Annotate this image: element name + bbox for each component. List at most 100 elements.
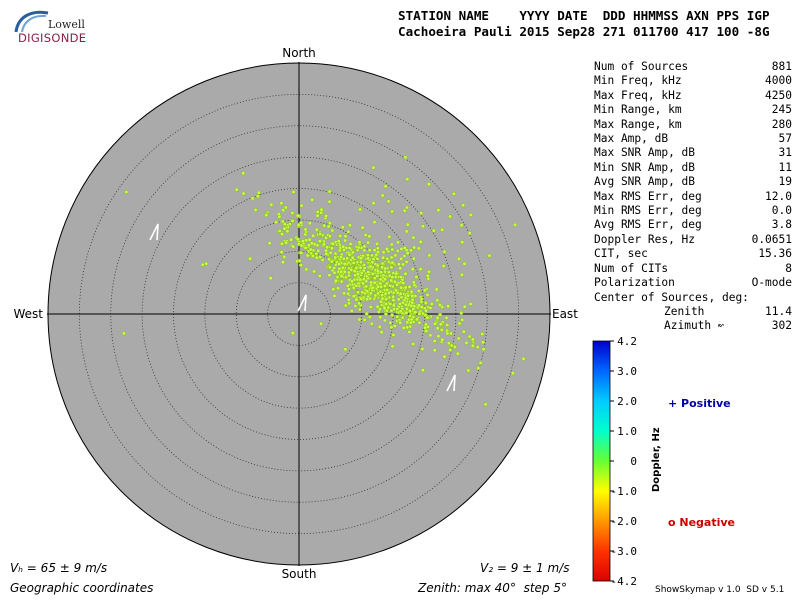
source-point	[319, 207, 324, 212]
source-point	[468, 301, 473, 306]
source-point	[375, 241, 380, 246]
logo-swoosh-icon	[14, 10, 49, 33]
source-point	[408, 324, 413, 329]
source-point	[427, 253, 432, 258]
source-point	[412, 245, 417, 250]
stat-value: 3.8	[771, 218, 792, 232]
source-point	[376, 284, 381, 289]
source-point	[385, 287, 390, 292]
source-point	[341, 244, 346, 249]
source-point	[366, 256, 371, 261]
source-point	[350, 250, 355, 255]
source-point	[282, 222, 287, 227]
source-point	[389, 278, 394, 283]
source-point	[425, 273, 430, 278]
source-point	[437, 302, 442, 307]
colorbar-tick-label: 3.0	[617, 365, 637, 378]
source-point	[314, 255, 319, 260]
source-point	[284, 240, 289, 245]
source-point	[398, 309, 403, 314]
source-point	[411, 235, 416, 240]
source-point	[380, 293, 385, 298]
source-point	[364, 311, 369, 316]
source-point	[370, 271, 375, 276]
source-point	[356, 272, 361, 277]
source-point	[329, 259, 334, 264]
source-point	[342, 269, 347, 274]
source-point	[309, 241, 314, 246]
station-header: STATION NAME YYYY DATE DDD HHMMSS AXN PP…	[398, 8, 770, 40]
source-point	[448, 214, 453, 219]
source-point	[411, 280, 416, 285]
stat-row: Min SNR Amp, dB 11	[594, 161, 792, 175]
source-point	[419, 211, 424, 216]
source-point	[423, 325, 428, 330]
source-point	[346, 270, 351, 275]
stat-row: Max RMS Err, deg 12.0	[594, 190, 792, 204]
source-point	[424, 328, 429, 333]
source-point	[299, 220, 304, 225]
source-point	[422, 288, 427, 293]
source-point	[392, 323, 397, 328]
source-point	[432, 321, 437, 326]
source-point	[435, 326, 440, 331]
source-point	[353, 303, 358, 308]
source-point	[436, 208, 441, 213]
source-point	[446, 341, 451, 346]
source-point	[426, 182, 431, 187]
source-point	[521, 356, 526, 361]
source-point	[372, 220, 377, 225]
source-point	[365, 289, 370, 294]
source-point	[350, 279, 355, 284]
source-point	[481, 347, 486, 352]
source-point	[357, 317, 362, 322]
source-point	[423, 300, 428, 305]
source-point	[315, 209, 320, 214]
source-point	[416, 288, 421, 293]
source-point	[367, 234, 372, 239]
source-point	[417, 320, 422, 325]
stat-label: Min Range, km	[594, 103, 682, 117]
source-point	[364, 284, 369, 289]
source-point	[428, 333, 433, 338]
stat-label: Max RMS Err, deg	[594, 189, 702, 203]
source-point	[401, 280, 406, 285]
source-point	[432, 348, 437, 353]
source-point	[322, 242, 327, 247]
source-point	[389, 265, 394, 270]
source-point	[314, 227, 319, 232]
source-point	[357, 240, 362, 245]
source-point	[395, 240, 400, 245]
source-point	[411, 341, 416, 346]
source-point	[264, 213, 269, 218]
source-point	[399, 246, 404, 251]
source-point	[470, 337, 475, 342]
source-point	[359, 270, 364, 275]
source-point	[510, 371, 515, 376]
source-point	[420, 224, 425, 229]
source-point	[372, 276, 377, 281]
source-point	[279, 241, 284, 246]
digisonde-logo: Lowell DIGISONDE	[8, 8, 98, 50]
source-point	[347, 252, 352, 257]
source-point	[355, 290, 360, 295]
source-point	[279, 232, 284, 237]
source-point	[327, 199, 332, 204]
source-point	[317, 273, 322, 278]
stat-value: 15.36	[758, 247, 792, 261]
source-point	[460, 240, 465, 245]
source-point	[382, 283, 387, 288]
source-point	[378, 281, 383, 286]
source-point	[426, 269, 431, 274]
source-point	[370, 285, 375, 290]
source-point	[290, 331, 295, 336]
source-point	[391, 294, 396, 299]
source-point	[390, 209, 395, 214]
source-point	[307, 237, 312, 242]
source-point	[375, 304, 380, 309]
source-point	[425, 315, 430, 320]
source-point	[204, 261, 209, 266]
source-point	[369, 321, 374, 326]
source-point	[359, 256, 364, 261]
source-point	[409, 303, 414, 308]
